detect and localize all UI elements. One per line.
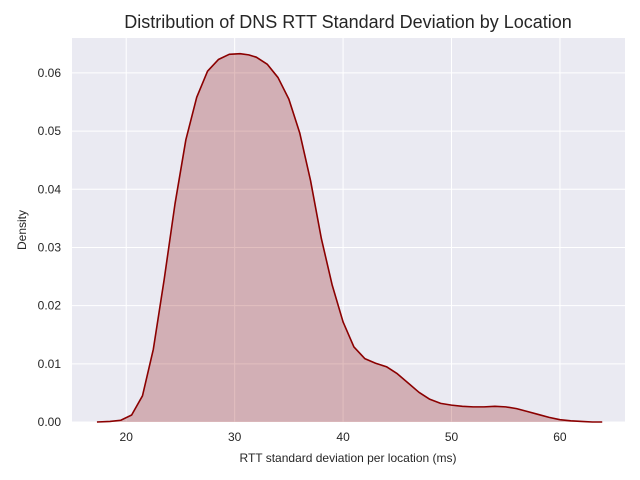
x-tick-label: 40 (336, 430, 350, 444)
plot-background (72, 38, 625, 422)
x-tick-label: 50 (445, 430, 459, 444)
x-tick-label: 20 (120, 430, 134, 444)
grid-lines (72, 38, 625, 423)
density-area-fill (96, 53, 603, 423)
chart-title: Distribution of DNS RTT Standard Deviati… (124, 12, 572, 32)
y-tick-label: 0.06 (38, 66, 62, 80)
density-curve-line (96, 52, 603, 423)
y-axis-label: Density (15, 210, 29, 250)
y-tick-label: 0.02 (38, 299, 62, 313)
y-axis-ticks: 0.00 0.01 0.02 0.03 0.04 0.05 0.06 (38, 66, 62, 429)
y-tick-label: 0.05 (38, 124, 62, 138)
x-axis-label: RTT standard deviation per location (ms) (240, 451, 457, 465)
y-tick-label: 0.03 (38, 240, 62, 254)
y-tick-label: 0.04 (38, 182, 62, 196)
x-tick-label: 30 (228, 430, 242, 444)
x-axis-ticks: 20 30 40 50 60 (120, 430, 567, 444)
y-tick-label: 0.00 (38, 415, 62, 429)
y-tick-label: 0.01 (38, 357, 62, 371)
density-marks (96, 52, 603, 423)
x-tick-label: 60 (553, 430, 567, 444)
